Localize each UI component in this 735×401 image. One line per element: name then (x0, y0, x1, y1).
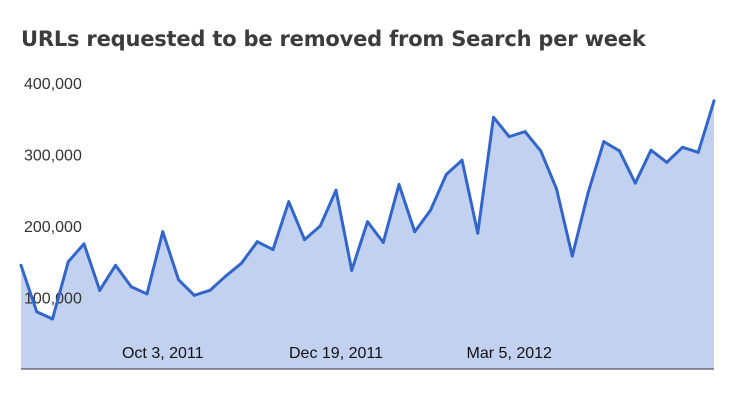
data-point (271, 248, 275, 252)
data-point (192, 293, 196, 297)
data-point (633, 181, 637, 185)
data-point (145, 292, 149, 296)
data-point (665, 160, 669, 164)
data-point (696, 150, 700, 154)
x-tick-label: Dec 19, 2011 (289, 345, 383, 362)
data-point (224, 274, 228, 278)
data-point (492, 115, 495, 119)
x-tick-label: Mar 5, 2012 (467, 345, 552, 362)
data-point (208, 288, 212, 292)
data-point (460, 158, 464, 162)
y-tick-label: 300,000 (24, 148, 82, 165)
data-point (366, 220, 369, 224)
data-point (712, 99, 716, 103)
data-point (523, 130, 527, 134)
data-point (82, 242, 86, 246)
data-point (649, 148, 653, 152)
data-point (681, 145, 684, 149)
data-point (618, 149, 621, 153)
data-point (318, 224, 322, 228)
data-point (507, 135, 511, 139)
series-area-fill (21, 100, 714, 369)
data-point (476, 231, 480, 235)
data-point (602, 140, 606, 144)
chart-title: URLs requested to be removed from Search… (21, 27, 646, 51)
data-point (413, 230, 417, 234)
data-point (177, 278, 180, 282)
data-point (444, 173, 448, 177)
data-point (51, 317, 54, 321)
data-point (555, 187, 558, 191)
y-tick-label: 100,000 (24, 291, 82, 308)
data-point (240, 261, 243, 265)
data-point (129, 285, 133, 289)
data-point (570, 254, 574, 258)
data-point (114, 263, 117, 267)
data-point (66, 260, 70, 264)
x-tick-label: Oct 3, 2011 (122, 345, 204, 362)
data-point (350, 268, 354, 272)
data-point (303, 238, 306, 242)
y-tick-label: 400,000 (24, 76, 82, 93)
data-point (35, 310, 39, 314)
data-point (19, 263, 23, 267)
data-point (334, 188, 338, 192)
data-point (287, 200, 291, 204)
data-point (429, 208, 432, 212)
data-point (161, 230, 165, 234)
data-point (539, 149, 543, 153)
data-point (98, 288, 102, 292)
data-point (255, 240, 259, 244)
data-point (586, 191, 590, 195)
data-point (397, 183, 401, 187)
data-point (381, 240, 385, 244)
y-tick-label: 200,000 (24, 219, 82, 236)
